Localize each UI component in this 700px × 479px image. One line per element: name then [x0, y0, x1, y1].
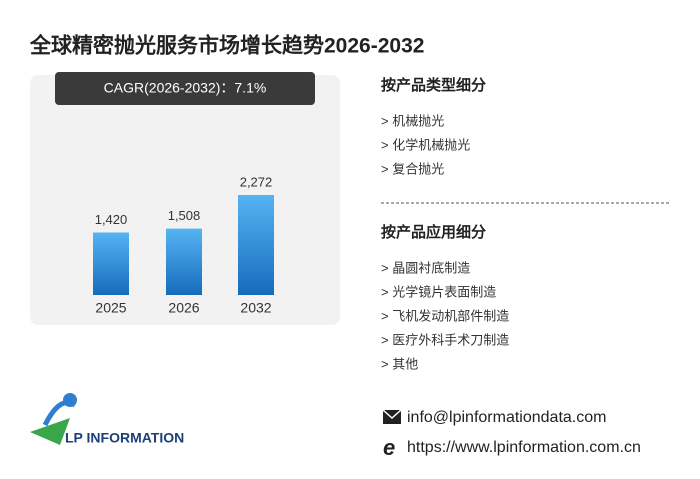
mail-icon [382, 409, 402, 424]
segment-item: > 医疗外科手术刀制造 [381, 332, 509, 347]
x-tick-label: 2032 [240, 300, 271, 316]
cagr-label: CAGR(2026-2032)：7.1% [104, 80, 267, 96]
email: info@lpinformationdata.com [407, 409, 606, 426]
segment-item: > 化学机械抛光 [381, 137, 470, 152]
segment-item: > 机械抛光 [381, 113, 444, 128]
segment-heading: 按产品类型细分 [381, 76, 486, 94]
segment-heading: 按产品应用细分 [381, 223, 486, 241]
bar-chart: 1,420 2025 1,508 2026 2,272 2032 [93, 174, 274, 316]
value-label: 1,508 [168, 208, 201, 223]
web-icon: e [383, 435, 395, 460]
segment-item: > 晶圆衬底制造 [381, 260, 470, 275]
x-tick-label: 2026 [168, 300, 199, 316]
segment-item: > 复合抛光 [381, 161, 444, 176]
bar [93, 232, 129, 295]
logo-mark [30, 393, 77, 445]
segment-item: > 光学镜片表面制造 [381, 284, 496, 299]
segment-item: > 飞机发动机部件制造 [381, 308, 509, 323]
title: 全球精密抛光服务市场增长趋势2026-2032 [29, 34, 424, 58]
bar [238, 195, 274, 295]
logo-text: LP INFORMATION [65, 430, 184, 446]
bar [166, 228, 202, 295]
value-label: 1,420 [95, 212, 128, 227]
x-tick-label: 2025 [95, 300, 126, 316]
segment-item: > 其他 [381, 356, 418, 371]
website: https://www.lpinformation.com.cn [407, 439, 641, 456]
value-label: 2,272 [240, 174, 273, 189]
cagr-box [55, 72, 315, 105]
